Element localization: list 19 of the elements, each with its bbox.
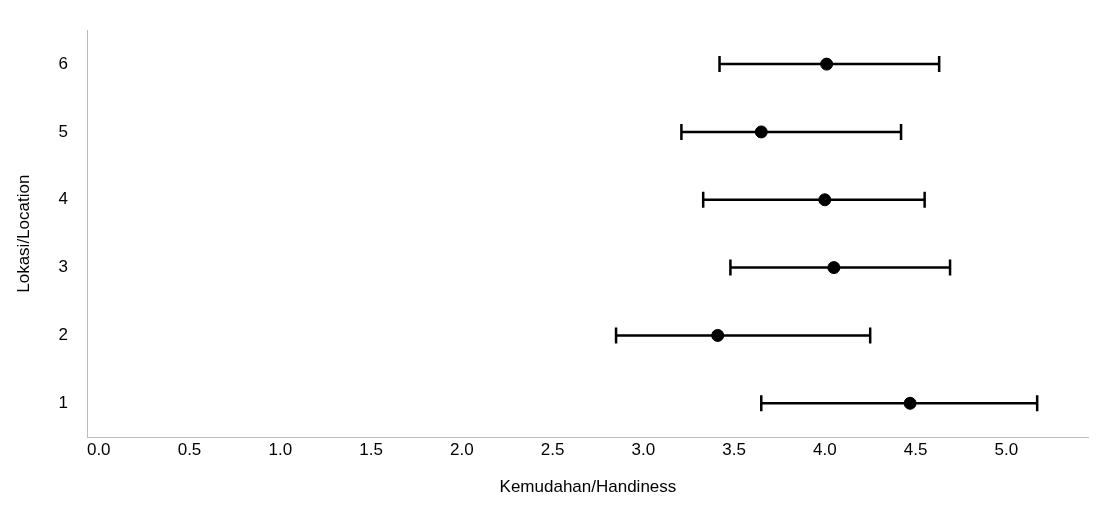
x-tick-label: 4.0 (812, 440, 837, 460)
x-tick-label: 0.5 (177, 440, 202, 460)
y-tick-label: 3 (58, 257, 68, 277)
x-tick-label: 5.0 (994, 440, 1019, 460)
x-tick-label: 4.5 (903, 440, 928, 460)
y-tick-label: 5 (58, 121, 68, 141)
x-tick-label: 2.0 (449, 440, 474, 460)
x-axis-title: Kemudahan/Handiness (499, 477, 677, 497)
x-tick-label: 3.0 (631, 440, 656, 460)
x-tick-label: 1.5 (359, 440, 383, 460)
x-tick-label: 0.0 (86, 440, 111, 460)
x-tick-label: 3.5 (722, 440, 746, 460)
y-tick-label: 1 (58, 392, 68, 412)
y-tick-label: 6 (58, 53, 68, 73)
x-tick-label: 2.5 (540, 440, 565, 460)
y-tick-label: 4 (58, 189, 68, 209)
x-tick-label: 1.0 (268, 440, 293, 460)
y-tick-label: 2 (58, 325, 68, 345)
y-axis-title: Lokasi/Location (13, 174, 33, 293)
